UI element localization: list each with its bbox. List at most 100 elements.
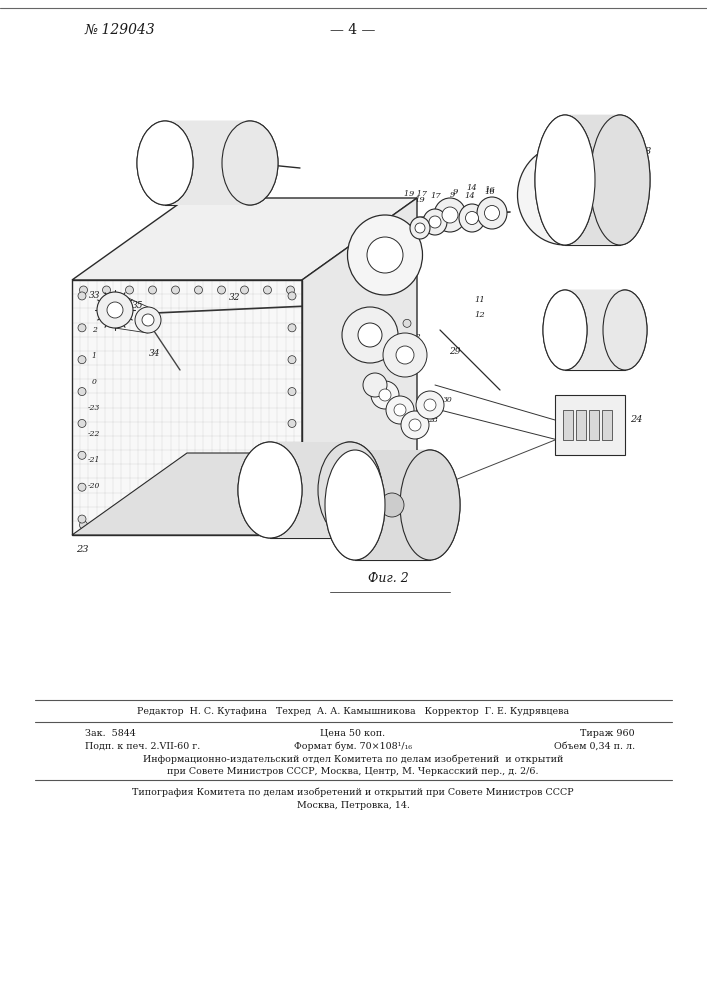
Circle shape (383, 333, 427, 377)
Circle shape (78, 324, 86, 332)
Text: 27: 27 (413, 401, 423, 409)
Circle shape (194, 521, 202, 529)
Circle shape (79, 521, 88, 529)
Text: 19: 19 (414, 196, 426, 204)
Ellipse shape (543, 290, 587, 370)
Circle shape (240, 286, 248, 294)
Text: 13: 13 (349, 232, 361, 241)
Circle shape (358, 323, 382, 347)
Ellipse shape (318, 442, 382, 538)
Text: 16: 16 (484, 188, 496, 196)
Circle shape (79, 286, 88, 294)
Text: 9: 9 (450, 191, 455, 199)
Circle shape (78, 419, 86, 427)
Circle shape (379, 389, 391, 401)
Ellipse shape (535, 115, 595, 245)
Text: 25: 25 (304, 336, 316, 344)
Circle shape (386, 396, 414, 424)
Ellipse shape (325, 450, 385, 560)
Text: 8: 8 (645, 147, 651, 156)
Circle shape (218, 286, 226, 294)
Text: 10: 10 (586, 160, 597, 169)
Bar (555, 395, 625, 455)
Circle shape (148, 521, 156, 529)
Polygon shape (565, 115, 620, 245)
Text: 1: 1 (92, 352, 96, 360)
Text: 2: 2 (92, 326, 96, 334)
Ellipse shape (518, 145, 612, 245)
Text: Типография Комитета по делам изобретений и открытий при Совете Министров СССР: Типография Комитета по делам изобретений… (132, 787, 574, 797)
Circle shape (78, 388, 86, 396)
Circle shape (172, 521, 180, 529)
Text: 34: 34 (149, 349, 160, 358)
Text: 14: 14 (464, 192, 475, 200)
Text: 22: 22 (409, 333, 421, 341)
Text: при Совете Министров СССР, Москва, Центр, М. Черкасский пер., д. 2/6.: при Совете Министров СССР, Москва, Центр… (168, 766, 539, 776)
Text: 14: 14 (467, 184, 477, 192)
Ellipse shape (137, 121, 193, 205)
Circle shape (409, 419, 421, 431)
Polygon shape (165, 121, 250, 205)
Circle shape (380, 493, 404, 517)
Text: Цена 50 коп.: Цена 50 коп. (320, 728, 385, 738)
Circle shape (172, 286, 180, 294)
Circle shape (288, 419, 296, 427)
Circle shape (78, 515, 86, 523)
Polygon shape (270, 442, 350, 538)
Circle shape (78, 292, 86, 300)
Text: Редактор  Н. С. Кутафина   Техред  А. А. Камышникова   Корректор  Г. Е. Кудрявце: Редактор Н. С. Кутафина Техред А. А. Кам… (137, 708, 569, 716)
Circle shape (429, 216, 441, 228)
Text: 29: 29 (449, 348, 461, 357)
Ellipse shape (543, 290, 587, 370)
Circle shape (107, 302, 123, 318)
Circle shape (142, 314, 154, 326)
Text: — 4 —: — 4 — (330, 23, 375, 37)
Ellipse shape (348, 215, 423, 295)
Text: 24: 24 (630, 416, 642, 424)
Text: 32: 32 (229, 292, 241, 302)
Circle shape (97, 292, 133, 328)
Ellipse shape (434, 198, 466, 232)
Circle shape (403, 366, 411, 374)
Circle shape (465, 212, 479, 225)
Circle shape (403, 319, 411, 327)
Circle shape (264, 521, 271, 529)
Text: 11: 11 (474, 296, 486, 304)
Text: -21: -21 (88, 456, 100, 464)
Circle shape (103, 521, 110, 529)
Bar (576, 410, 586, 440)
Circle shape (363, 373, 387, 397)
Text: 26: 26 (398, 386, 408, 394)
Circle shape (288, 356, 296, 364)
Circle shape (264, 286, 271, 294)
Circle shape (442, 207, 458, 223)
Ellipse shape (459, 204, 485, 232)
Text: Зак.  5844: Зак. 5844 (85, 728, 136, 738)
Circle shape (78, 483, 86, 491)
Ellipse shape (400, 450, 460, 560)
Text: 7: 7 (613, 168, 619, 178)
Circle shape (394, 404, 406, 416)
Text: 20: 20 (353, 381, 363, 389)
Text: Тираж 960: Тираж 960 (580, 728, 635, 738)
Text: Информационно-издательский отдел Комитета по делам изобретений  и открытий: Информационно-издательский отдел Комитет… (143, 754, 563, 764)
Text: 31: 31 (214, 135, 227, 144)
Ellipse shape (137, 121, 193, 205)
Polygon shape (72, 198, 417, 280)
Text: 16: 16 (484, 186, 496, 194)
Text: 35: 35 (132, 302, 144, 310)
Circle shape (403, 460, 411, 468)
Text: № 129043: № 129043 (85, 23, 156, 37)
Text: Объем 0,34 п. л.: Объем 0,34 п. л. (554, 742, 635, 750)
Text: Подп. к печ. 2.VII-60 г.: Подп. к печ. 2.VII-60 г. (85, 742, 200, 750)
Ellipse shape (423, 209, 447, 235)
Circle shape (126, 286, 134, 294)
Circle shape (403, 413, 411, 421)
Text: 5: 5 (637, 314, 643, 322)
Text: 33: 33 (89, 290, 101, 300)
Circle shape (288, 324, 296, 332)
Bar (563, 410, 573, 440)
Circle shape (401, 411, 429, 439)
Text: -23: -23 (88, 404, 100, 412)
Text: 23: 23 (76, 546, 88, 554)
